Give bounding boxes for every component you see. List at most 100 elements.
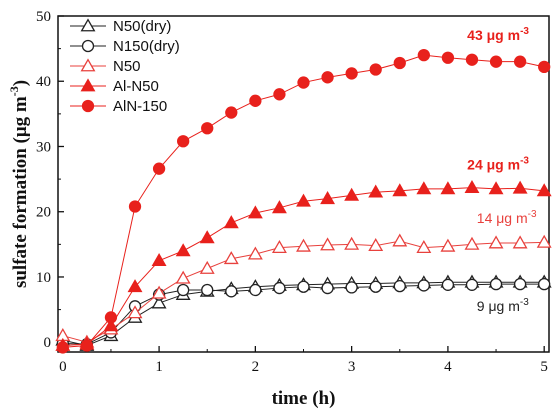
- x-tick-label: 3: [348, 359, 356, 375]
- data-point: [464, 179, 480, 193]
- data-point: [369, 63, 382, 76]
- data-point: [127, 305, 143, 319]
- data-point: [512, 235, 528, 249]
- series-5: [56, 48, 551, 354]
- annotation-sup: -3: [528, 209, 537, 220]
- data-point: [368, 238, 384, 252]
- legend-label: N50(dry): [113, 18, 171, 35]
- data-point: [416, 239, 432, 254]
- data-point: [127, 279, 143, 293]
- data-point: [488, 235, 504, 249]
- data-point: [344, 187, 360, 201]
- data-point: [536, 183, 552, 197]
- x-tick-label: 4: [444, 359, 452, 375]
- data-point: [489, 277, 503, 291]
- data-point: [273, 88, 286, 101]
- value-annotation: 9 μg m-3: [477, 297, 529, 314]
- data-point: [369, 280, 382, 293]
- data-point: [151, 295, 167, 309]
- data-point: [223, 251, 239, 265]
- data-point: [175, 270, 191, 284]
- legend-label: Al-N50: [113, 78, 159, 95]
- annotation-text: 43 μg m: [467, 27, 520, 43]
- value-annotation: 24 μg m-3: [467, 155, 529, 172]
- data-point: [201, 283, 214, 297]
- legend-marker: [80, 78, 96, 92]
- y-tick-label: 40: [36, 74, 51, 90]
- legend-label: N150(dry): [113, 38, 180, 55]
- data-point: [249, 94, 262, 107]
- data-point: [489, 55, 503, 68]
- legend-marker: [80, 18, 96, 32]
- y-tick-label: 20: [36, 205, 51, 221]
- x-tick-label: 0: [59, 359, 67, 375]
- y-axis-title: sulfate formation (μg m-3): [7, 80, 31, 288]
- data-point: [465, 53, 479, 66]
- series-2: [56, 277, 551, 351]
- data-point: [441, 51, 455, 64]
- legend-label: N50: [113, 58, 141, 75]
- data-point: [393, 56, 406, 70]
- legend-marker: [81, 99, 95, 113]
- data-point: [175, 243, 191, 257]
- data-point: [225, 106, 238, 119]
- data-point: [320, 237, 336, 251]
- data-point: [201, 122, 214, 135]
- y-tick-label: 10: [36, 270, 51, 286]
- y-tick-label: 30: [36, 139, 51, 155]
- y-tick-label: 50: [36, 9, 51, 25]
- data-point: [441, 278, 455, 291]
- data-point: [321, 281, 334, 295]
- legend-item: N50(dry): [70, 18, 171, 35]
- data-point: [416, 181, 432, 195]
- legend-item: N150(dry): [70, 38, 180, 55]
- data-point: [56, 341, 69, 354]
- data-point: [320, 191, 336, 205]
- data-point: [417, 48, 430, 62]
- annotation-sup: -3: [520, 26, 529, 37]
- data-point: [538, 277, 551, 291]
- legend-item: Al-N50: [70, 78, 159, 95]
- legend-item: N50: [70, 58, 141, 75]
- data-point: [512, 180, 528, 194]
- data-point: [417, 279, 430, 292]
- data-point: [152, 162, 166, 175]
- data-point: [321, 71, 334, 84]
- data-point: [513, 55, 527, 68]
- legend-item: AlN-150: [70, 98, 167, 115]
- data-point: [344, 236, 360, 250]
- legend-marker: [81, 39, 95, 53]
- data-point: [271, 200, 287, 214]
- y-tick-label: 0: [44, 335, 52, 351]
- annotation-text: 9 μg m: [477, 298, 520, 314]
- x-tick-label: 1: [155, 359, 163, 375]
- data-point: [392, 183, 408, 197]
- data-point: [177, 135, 190, 148]
- data-point: [151, 253, 167, 267]
- value-annotation: 43 μg m-3: [467, 26, 529, 43]
- data-point: [103, 318, 119, 332]
- data-point: [440, 238, 456, 252]
- data-point: [223, 215, 239, 229]
- data-point: [296, 238, 311, 252]
- annotation-layer: 43 μg m-324 μg m-314 μg m-39 μg m-3: [467, 26, 537, 314]
- data-point: [538, 60, 551, 74]
- x-tick-label: 5: [540, 359, 548, 375]
- y-axis-title-sup: -3: [7, 86, 21, 96]
- data-point: [488, 181, 504, 195]
- data-point: [345, 67, 358, 80]
- data-point: [464, 236, 480, 250]
- data-point: [465, 278, 479, 291]
- series-layer: [55, 48, 552, 354]
- annotation-sup: -3: [520, 297, 529, 308]
- value-annotation: 14 μg m-3: [477, 209, 537, 226]
- data-point: [393, 279, 406, 293]
- data-point: [368, 184, 384, 198]
- data-point: [536, 234, 552, 248]
- data-point: [271, 239, 287, 254]
- data-point: [177, 283, 190, 297]
- x-tick-label: 2: [252, 359, 260, 375]
- data-point: [296, 193, 311, 207]
